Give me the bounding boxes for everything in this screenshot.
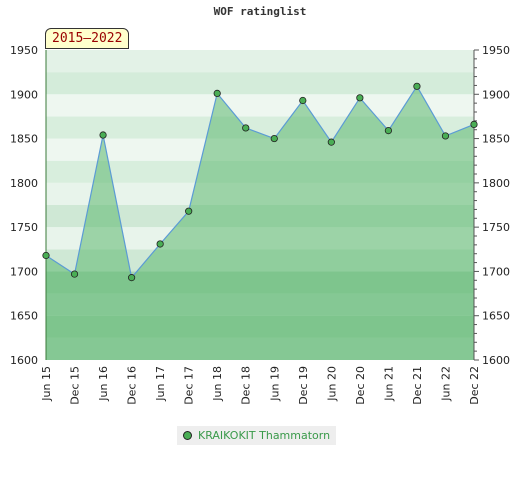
- y-tick-label-right: 1850: [482, 133, 510, 146]
- y-tick-label-right: 1950: [482, 44, 510, 57]
- data-point: [413, 82, 421, 90]
- x-tick-label: Dec 16: [126, 366, 139, 405]
- legend-label: KRAIKOKIT Thammatorn: [198, 429, 331, 442]
- y-tick-label-left: 1700: [10, 265, 38, 278]
- x-tick-label: Jun 15: [40, 366, 53, 402]
- chart-title: WOF ratinglist: [213, 5, 307, 18]
- legend-marker-icon: [183, 431, 192, 440]
- y-tick-label-left: 1850: [10, 133, 38, 146]
- y-tick-label-right: 1800: [482, 177, 510, 190]
- y-tick-label-left: 1900: [10, 88, 38, 101]
- data-point: [70, 270, 79, 278]
- data-point: [470, 120, 478, 129]
- data-point: [156, 240, 164, 248]
- x-tick-label: Dec 18: [240, 366, 253, 405]
- y-tick-label-right: 1650: [482, 310, 510, 323]
- grid-band: [46, 72, 474, 95]
- x-tick-label: Dec 19: [297, 366, 310, 405]
- x-tick-label: Jun 20: [325, 366, 338, 402]
- y-tick-label-left: 1950: [10, 44, 38, 57]
- y-tick-label-left: 1800: [10, 177, 38, 190]
- y-tick-label-left: 1600: [10, 354, 38, 367]
- x-tick-label: Jun 17: [154, 366, 167, 402]
- x-tick-label: Jun 21: [382, 366, 395, 402]
- series-area: [46, 86, 474, 361]
- x-tick-label: Dec 15: [69, 366, 82, 405]
- x-tick-label: Jun 19: [268, 366, 281, 402]
- series-line: [45, 85, 475, 279]
- data-point: [99, 131, 107, 139]
- y-tick-label-right: 1700: [482, 265, 510, 278]
- x-tick-label: Jun 22: [439, 366, 452, 402]
- y-tick-label-right: 1750: [482, 221, 510, 234]
- data-point: [299, 96, 307, 105]
- legend[interactable]: KRAIKOKIT Thammatorn: [177, 426, 337, 445]
- x-tick-label: Dec 22: [468, 366, 481, 405]
- data-point: [327, 138, 335, 146]
- data-point: [128, 274, 136, 282]
- y-tick-label-right: 1600: [482, 354, 510, 367]
- data-point: [356, 94, 364, 102]
- y-tick-label-right: 1900: [482, 88, 510, 101]
- x-tick-label: Dec 20: [354, 366, 367, 405]
- data-point: [213, 89, 221, 98]
- x-tick-label: Jun 16: [97, 366, 110, 402]
- x-tick-label: Dec 21: [411, 366, 424, 405]
- data-point: [384, 127, 392, 135]
- period-badge: 2015–2022: [45, 28, 130, 49]
- y-tick-label-left: 1750: [10, 221, 38, 234]
- x-tick-label: Jun 18: [211, 366, 224, 402]
- data-point: [242, 124, 250, 132]
- data-point: [42, 251, 50, 260]
- y-tick-label-left: 1650: [10, 310, 38, 323]
- data-point: [185, 207, 193, 215]
- grid-band: [46, 50, 474, 73]
- x-tick-label: Dec 17: [183, 366, 196, 405]
- data-point: [270, 134, 278, 143]
- data-point: [441, 132, 450, 140]
